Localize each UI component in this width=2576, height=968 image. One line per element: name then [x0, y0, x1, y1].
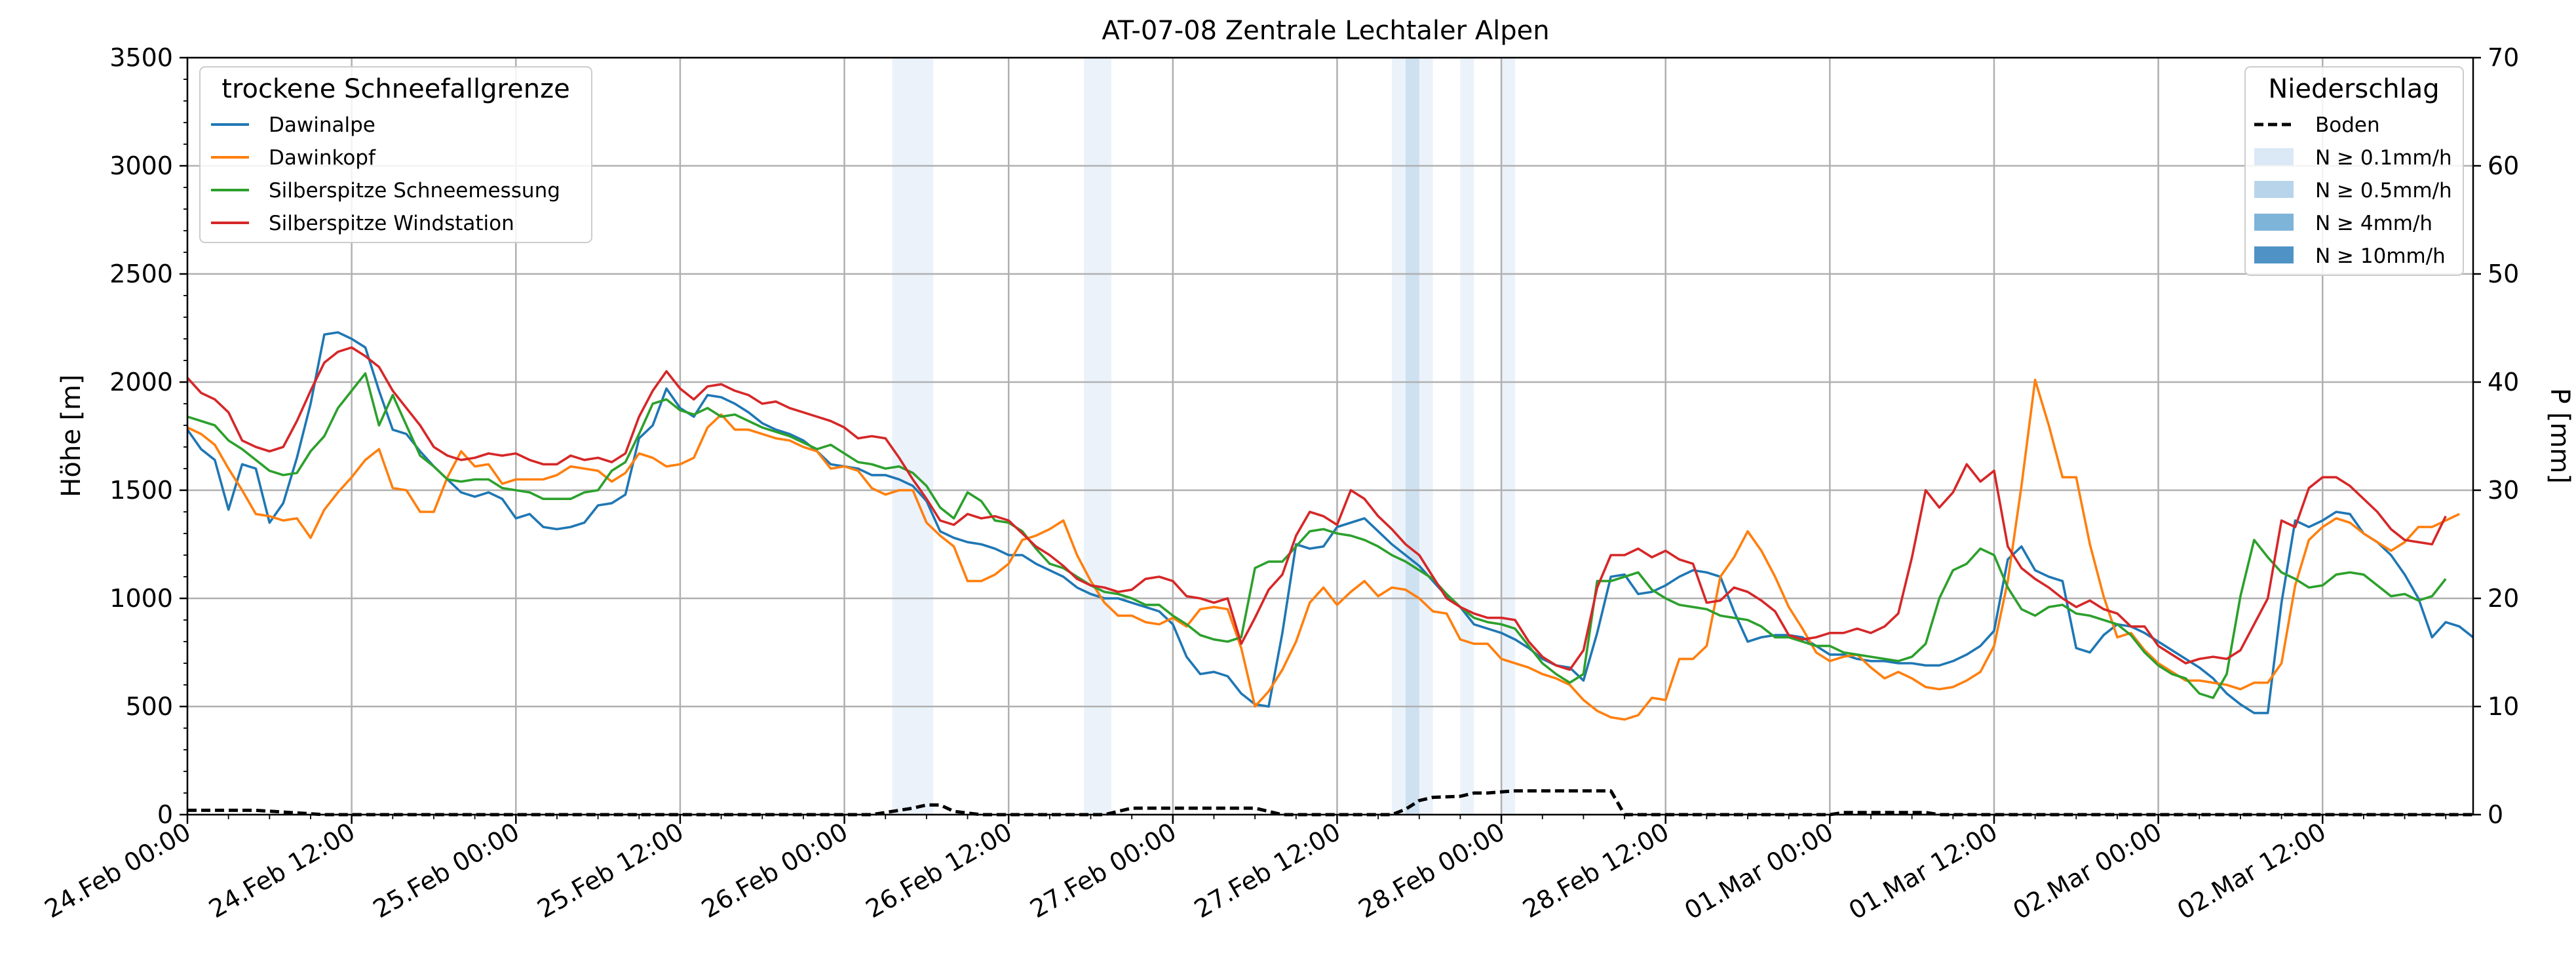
legend-entry-n01: N ≥ 0.1mm/h: [2315, 146, 2452, 170]
right-axis-label: P [mm]: [2545, 388, 2575, 484]
legend-entry-dawinalpe: Dawinalpe: [269, 113, 375, 137]
series-dawinalpe: [186, 331, 2474, 714]
precip-band-5: [1501, 58, 1515, 815]
right-tick-label: 70: [2488, 43, 2519, 72]
left-tick-label: 500: [125, 692, 173, 721]
right-tick-label: 10: [2488, 692, 2519, 721]
x-tick-label: 26.Feb 12:00: [861, 817, 1017, 924]
plot-frame: [186, 56, 2474, 816]
x-tick-label: 26.Feb 00:00: [697, 817, 853, 924]
left-tick-label: 1500: [109, 476, 173, 505]
precip-band-3: [1405, 58, 1419, 815]
x-tick-label: 02.Mar 00:00: [2008, 817, 2166, 925]
legend-entry-n4: N ≥ 4mm/h: [2315, 212, 2432, 235]
left-tick-label: 2000: [109, 368, 173, 397]
x-axis: 24.Feb 00:00 24.Feb 12:00 25.Feb 00:00 25.F…: [40, 815, 2447, 925]
x-tick-label: 28.Feb 00:00: [1354, 817, 1510, 924]
left-y-axis: 0 500 1000 1500 2000 2500 3000 3500: [109, 43, 187, 829]
series-dawinkopf: [187, 378, 2460, 721]
left-axis-label: Höhe [m]: [56, 374, 87, 497]
x-tick-label: 01.Mar 00:00: [1680, 817, 1838, 925]
legend-left-title: trockene Schneefallgrenze: [221, 74, 569, 104]
right-tick-label: 0: [2488, 800, 2503, 829]
left-tick-label: 2500: [109, 260, 173, 288]
x-tick-label: 27.Feb 12:00: [1189, 817, 1345, 924]
legend-swatch-n05: [2254, 181, 2294, 198]
legend-entry-dawinkopf: Dawinkopf: [269, 146, 376, 170]
right-tick-label: 30: [2488, 476, 2519, 505]
right-tick-label: 50: [2488, 260, 2519, 288]
series-silberspitze-schneemessung: [187, 372, 2447, 699]
legend-left-box: [199, 66, 592, 243]
legend-right-title: Niederschlag: [2268, 74, 2439, 104]
chart-title: AT-07-08 Zentrale Lechtaler Alpen: [1102, 16, 1549, 46]
series-silberspitze-windstation: [186, 346, 2447, 671]
right-tick-label: 60: [2488, 151, 2519, 180]
legend-precipitation: Niederschlag Boden N ≥ 0.1mm/h N ≥ 0.5mm…: [2244, 66, 2464, 276]
x-tick-label: 02.Mar 12:00: [2172, 817, 2331, 925]
x-tick-label: 25.Feb 00:00: [368, 817, 524, 924]
precip-band-0: [892, 58, 934, 815]
left-tick-label: 3000: [109, 151, 173, 180]
x-tick-label: 01.Mar 12:00: [1844, 817, 2003, 925]
legend-swatch-n10: [2254, 246, 2294, 263]
precip-band-4: [1460, 58, 1474, 815]
right-tick-label: 20: [2488, 584, 2519, 613]
x-tick-label: 27.Feb 00:00: [1025, 817, 1181, 924]
left-tick-label: 1000: [109, 584, 173, 613]
legend-entry-n05: N ≥ 0.5mm/h: [2315, 179, 2452, 203]
legend-swatch-n01: [2254, 148, 2294, 165]
legend-entry-schneemessung: Silberspitze Schneemessung: [269, 179, 560, 203]
x-tick-label: 28.Feb 12:00: [1518, 817, 1674, 924]
right-tick-label: 40: [2488, 368, 2519, 397]
legend-swatch-n4: [2254, 214, 2294, 231]
x-tick-label: 25.Feb 12:00: [532, 817, 688, 924]
series-boden: [187, 789, 2473, 817]
legend-snowfall-line: trockene Schneefallgrenze Dawinalpe Dawi…: [199, 66, 592, 243]
legend-entry-boden: Boden: [2315, 113, 2380, 137]
x-tick-label: 24.Feb 00:00: [40, 817, 196, 924]
legend-entry-windstation: Silberspitze Windstation: [269, 212, 514, 235]
legend-entry-n10: N ≥ 10mm/h: [2315, 244, 2446, 268]
precipitation-bands: [892, 58, 1515, 815]
legend-right-box: [2244, 66, 2464, 276]
left-tick-label: 0: [157, 800, 173, 829]
left-tick-label: 3500: [109, 43, 173, 72]
precip-band-1: [1084, 58, 1111, 815]
right-y-axis: 0 10 20 30 40 50 60 70: [2473, 43, 2519, 829]
x-tick-label: 24.Feb 12:00: [204, 817, 360, 924]
series-lines: [186, 331, 2474, 817]
